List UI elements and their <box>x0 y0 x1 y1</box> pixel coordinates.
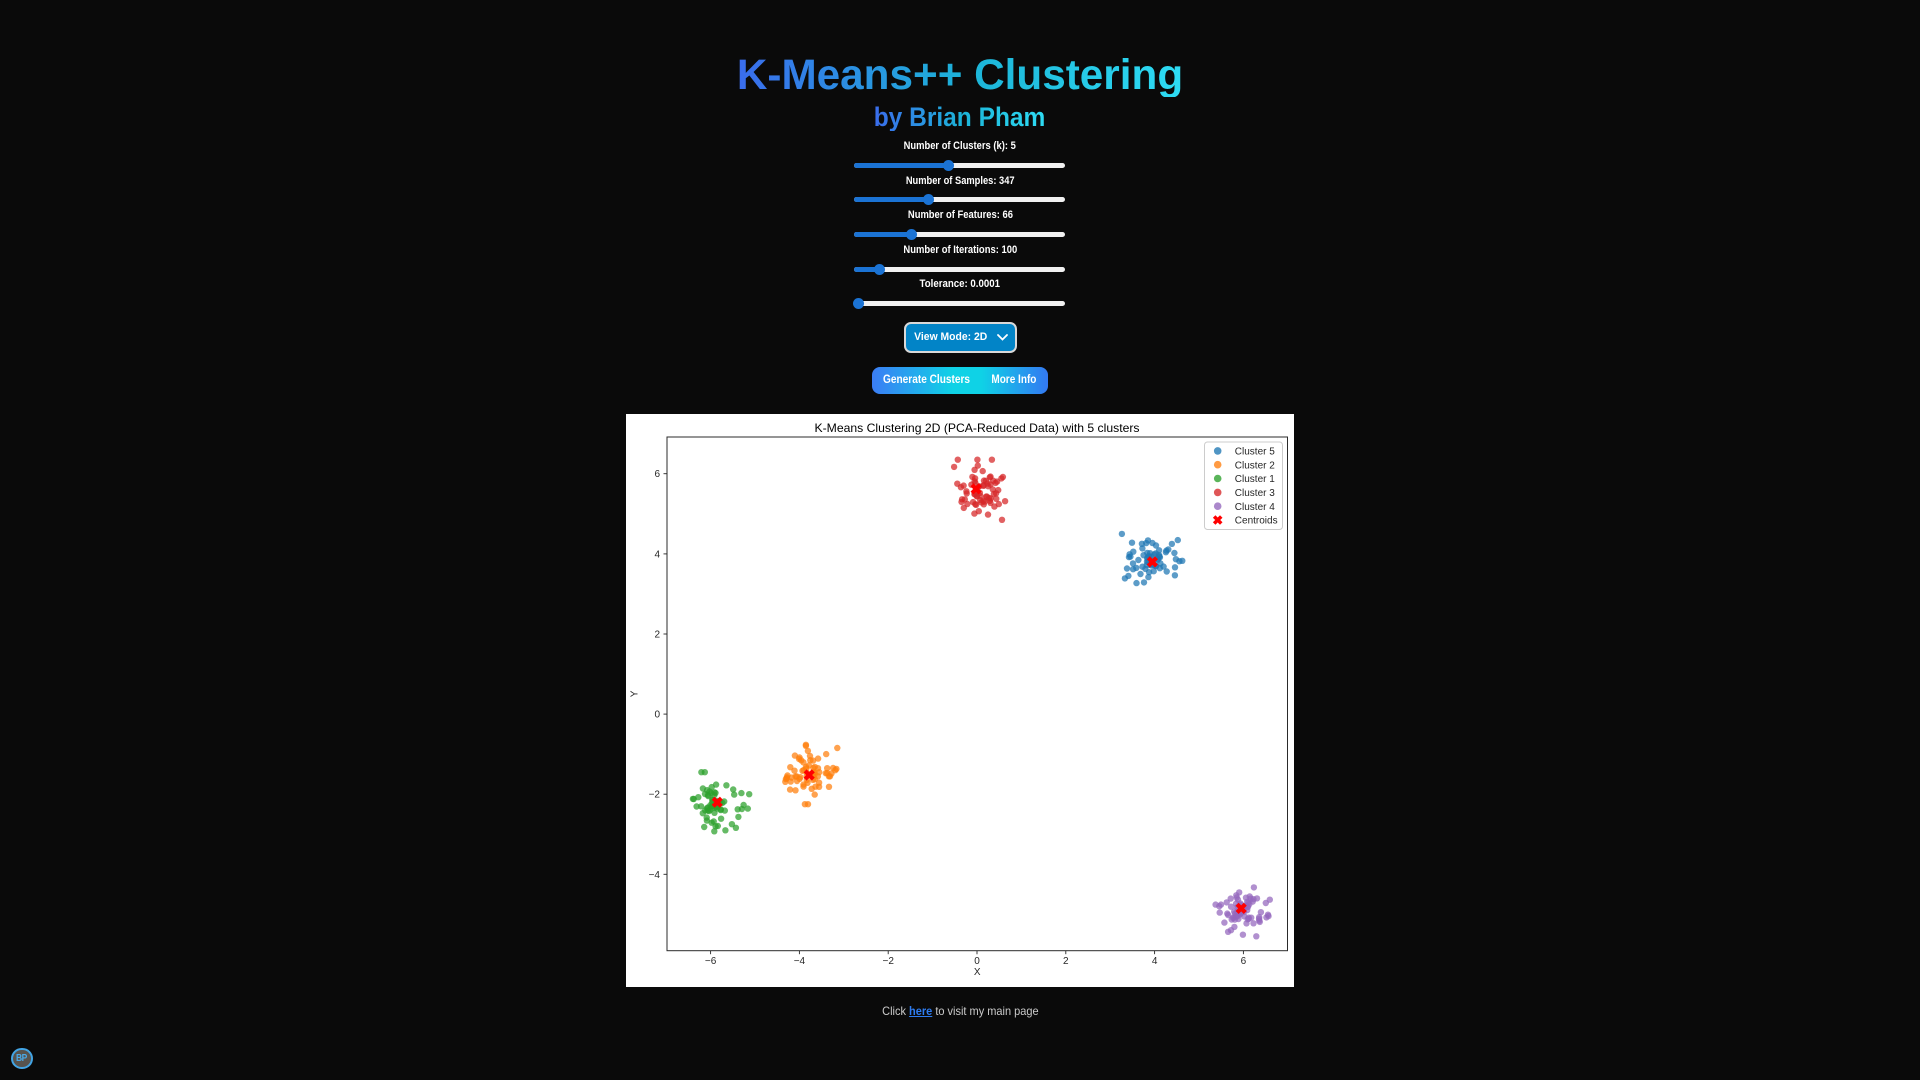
svg-text:Y: Y <box>630 690 641 697</box>
svg-text:X: X <box>974 967 981 978</box>
svg-text:4: 4 <box>654 549 660 560</box>
svg-text:Cluster 3: Cluster 3 <box>1235 488 1275 499</box>
svg-text:Cluster 4: Cluster 4 <box>1235 502 1275 513</box>
svg-text:Cluster 2: Cluster 2 <box>1235 460 1275 471</box>
svg-text:K-Means Clustering 2D (PCA-Red: K-Means Clustering 2D (PCA-Reduced Data)… <box>815 421 1140 435</box>
svg-text:Cluster 5: Cluster 5 <box>1235 447 1275 458</box>
svg-text:0: 0 <box>654 710 660 721</box>
svg-text:Cluster 1: Cluster 1 <box>1235 474 1275 485</box>
svg-text:6: 6 <box>1241 956 1247 967</box>
svg-text:Centroids: Centroids <box>1235 516 1278 527</box>
svg-text:−6: −6 <box>705 956 717 967</box>
svg-text:4: 4 <box>1152 956 1158 967</box>
svg-text:6: 6 <box>654 469 660 480</box>
svg-text:−4: −4 <box>794 956 806 967</box>
svg-text:−4: −4 <box>649 870 661 881</box>
svg-text:−2: −2 <box>649 790 661 801</box>
svg-text:−2: −2 <box>882 956 894 967</box>
svg-text:0: 0 <box>974 956 980 967</box>
svg-text:2: 2 <box>654 630 660 641</box>
svg-text:2: 2 <box>1063 956 1069 967</box>
